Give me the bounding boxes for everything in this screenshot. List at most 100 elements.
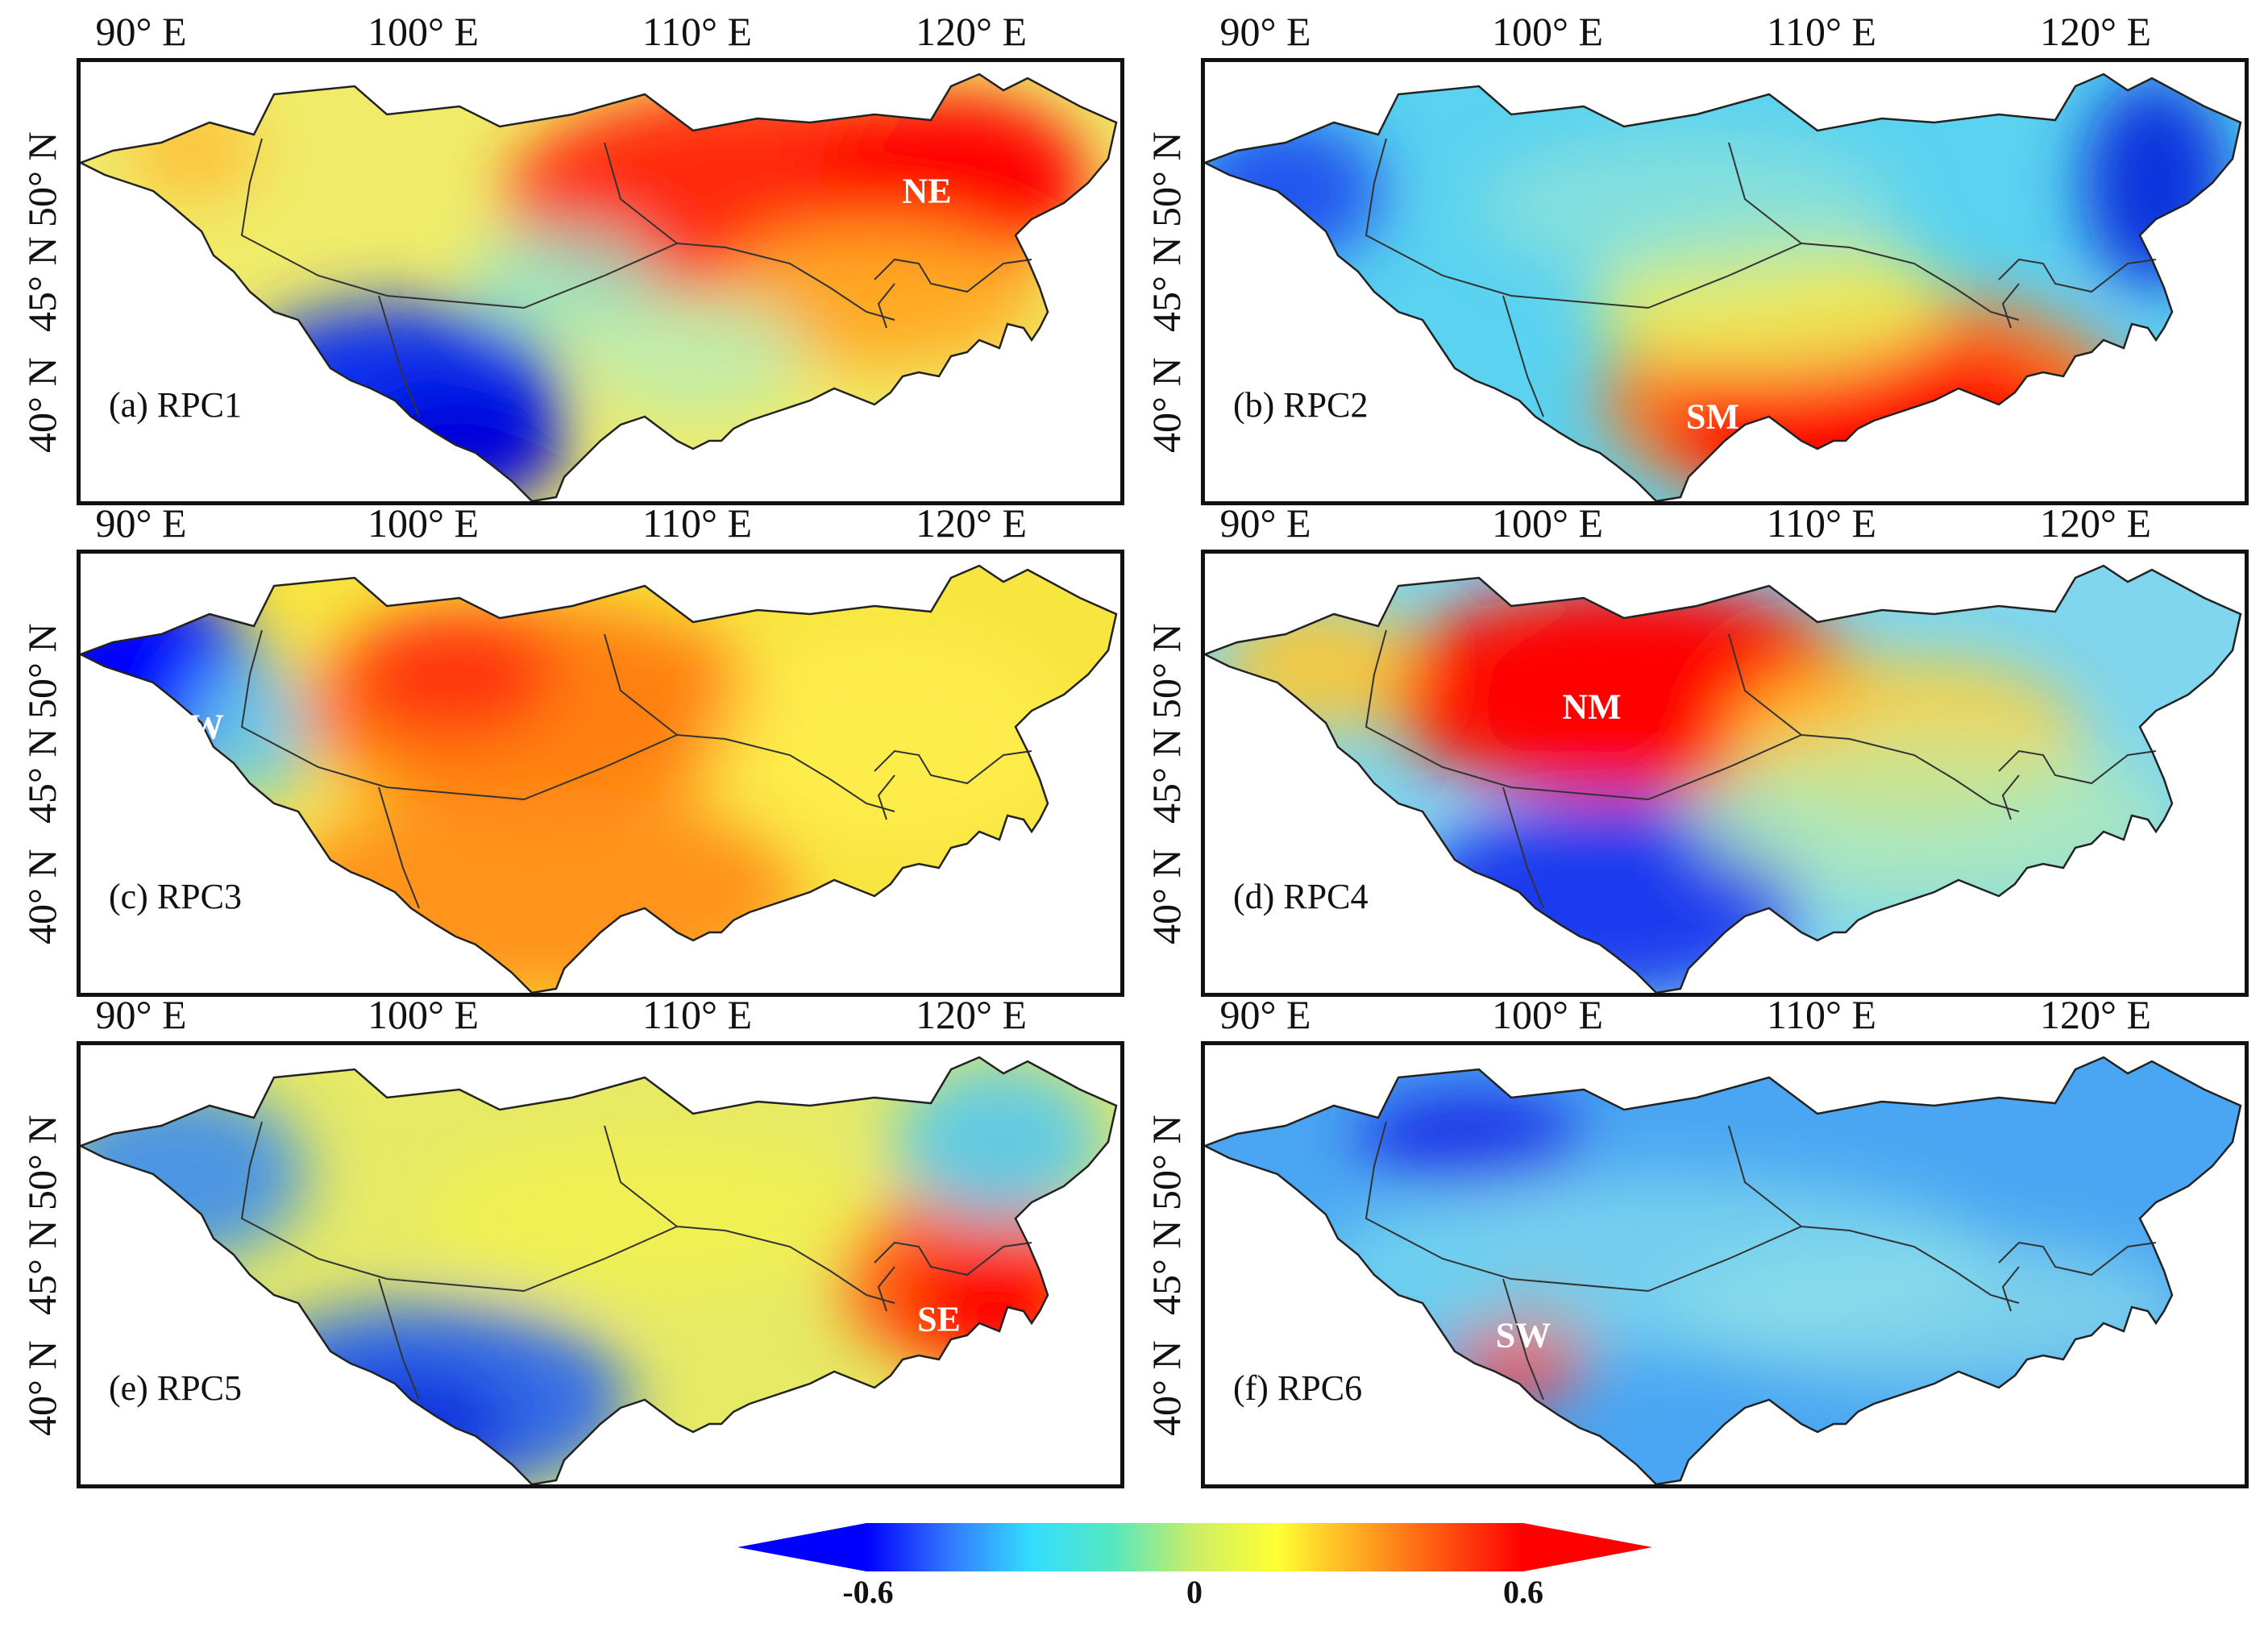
field-patch: [1479, 135, 1898, 280]
panel-label: (f) RPC6: [1233, 1368, 1363, 1408]
field-patch: [1672, 1239, 2188, 1384]
map-svg: [81, 73, 1118, 501]
country-outline: [1205, 564, 2242, 993]
longitude-tick-label: 90° E: [1219, 500, 1311, 546]
field-patch: [895, 1061, 1104, 1222]
province-border: [1728, 633, 1802, 736]
latitude-tick-label: 40° N: [1144, 357, 1189, 453]
map-svg: [81, 1056, 1118, 1484]
latitude-tick-label: 50° N: [1144, 1114, 1189, 1210]
colorbar-body: [866, 1523, 1523, 1571]
country-outline: [1205, 73, 2242, 501]
country-outline: [81, 1056, 1118, 1484]
latitude-tick-label: 40° N: [1144, 849, 1189, 944]
colorbar: -0.6 0 0.6: [737, 1523, 1652, 1612]
map-frame: (d) RPC4 NM: [1201, 550, 2249, 997]
latitude-tick-label: 50° N: [1144, 131, 1189, 227]
latitude-tick-label: 45° N: [1144, 236, 1189, 332]
province-border: [2001, 283, 2020, 329]
colorbar-tick-max: 0.6: [1503, 1574, 1543, 1610]
anomaly-field: [81, 74, 1116, 501]
map-panel-2: 90° E 100° E 110° E 120° E 50° N 45° N 40° N (b…: [1144, 9, 2249, 505]
latitude-tick-label: 40° N: [19, 1340, 64, 1436]
map-frame: (c) RPC3 NW: [77, 550, 1124, 997]
colorbar-upper-triangle: [1523, 1523, 1652, 1571]
map-panel-1: 90° E 100° E 110° E 120° E 50° N 45° N 40° N (a…: [19, 9, 1124, 505]
map-svg: [81, 564, 1118, 993]
latitude-tick-label: 40° N: [19, 357, 64, 453]
province-border: [1728, 142, 1802, 244]
province-border: [1998, 749, 2157, 785]
province-border: [378, 787, 420, 909]
panel-label: (c) RPC3: [109, 877, 242, 916]
longitude-tick-label: 90° E: [95, 9, 187, 54]
field-patch: [1358, 1090, 1584, 1186]
field-patch: [1689, 731, 2172, 908]
latitude-tick-label: 45° N: [19, 728, 64, 824]
province-border: [1365, 1121, 2020, 1304]
panel-label: (b) RPC2: [1233, 385, 1369, 425]
latitude-tick-label: 50° N: [19, 1114, 64, 1210]
province-border: [240, 1121, 895, 1304]
longitude-tick-label: 90° E: [95, 500, 187, 546]
anomaly-field: [1205, 1057, 2241, 1484]
panel-label: (d) RPC4: [1233, 877, 1369, 916]
province-border: [874, 1241, 1032, 1276]
map-frame: (b) RPC2 SM: [1201, 58, 2249, 505]
longitude-tick-label: 100° E: [367, 500, 480, 546]
field-patch: [129, 102, 258, 199]
longitude-tick-label: 120° E: [2039, 500, 2152, 546]
country-outline: [81, 73, 1118, 501]
map-frame: (e) RPC5 SE: [77, 1041, 1124, 1488]
anomaly-field: [81, 566, 1116, 993]
latitude-tick-label: 40° N: [19, 849, 64, 944]
longitude-tick-label: 100° E: [367, 992, 480, 1037]
anomaly-field: [81, 1057, 1116, 1484]
province-border: [378, 1278, 420, 1401]
longitude-tick-label: 100° E: [1491, 9, 1604, 54]
longitude-tick-label: 110° E: [1766, 500, 1877, 546]
province-border: [1502, 295, 1544, 417]
province-border: [1365, 629, 2020, 812]
longitude-tick-label: 120° E: [2039, 992, 2152, 1037]
province-border: [240, 629, 895, 812]
map-frame: (f) RPC6 SW: [1201, 1041, 2249, 1488]
longitude-tick-label: 110° E: [642, 9, 753, 54]
longitude-tick-label: 110° E: [1766, 9, 1877, 54]
field-patch: [1318, 1214, 1511, 1359]
field-patch: [290, 1368, 516, 1480]
province-border: [1502, 787, 1544, 909]
region-label: SE: [917, 1299, 961, 1339]
region-label: SM: [1686, 396, 1739, 437]
latitude-tick-label: 45° N: [1144, 1219, 1189, 1315]
province-border: [874, 258, 1032, 293]
region-label: NM: [1562, 687, 1622, 727]
province-border: [604, 1125, 678, 1227]
map-frame: (a) RPC1 NE: [77, 58, 1124, 505]
province-border: [2001, 774, 2020, 820]
field-patch: [709, 634, 1064, 844]
country-outline: [81, 564, 1118, 993]
longitude-tick-label: 100° E: [1491, 500, 1604, 546]
latitude-tick-label: 45° N: [19, 236, 64, 332]
longitude-tick-label: 90° E: [95, 992, 187, 1037]
colorbar-lower-triangle: [737, 1523, 866, 1571]
latitude-tick-label: 45° N: [1144, 728, 1189, 824]
province-border: [240, 138, 895, 321]
province-border: [604, 633, 678, 736]
longitude-tick-label: 110° E: [642, 500, 753, 546]
latitude-tick-label: 50° N: [19, 131, 64, 227]
province-border: [874, 749, 1032, 785]
field-patch: [580, 288, 806, 417]
map-panel-6: 90° E 100° E 110° E 120° E 50° N 45° N 40° N (f…: [1144, 992, 2249, 1488]
field-patch: [282, 787, 798, 993]
longitude-tick-label: 100° E: [367, 9, 480, 54]
longitude-tick-label: 120° E: [915, 500, 1028, 546]
panel-label: (a) RPC1: [109, 385, 242, 425]
province-border: [877, 774, 895, 820]
province-border: [378, 295, 420, 417]
province-border: [1365, 138, 2020, 321]
longitude-tick-label: 120° E: [2039, 9, 2152, 54]
country-outline: [1205, 1056, 2242, 1484]
longitude-tick-label: 120° E: [915, 992, 1028, 1037]
